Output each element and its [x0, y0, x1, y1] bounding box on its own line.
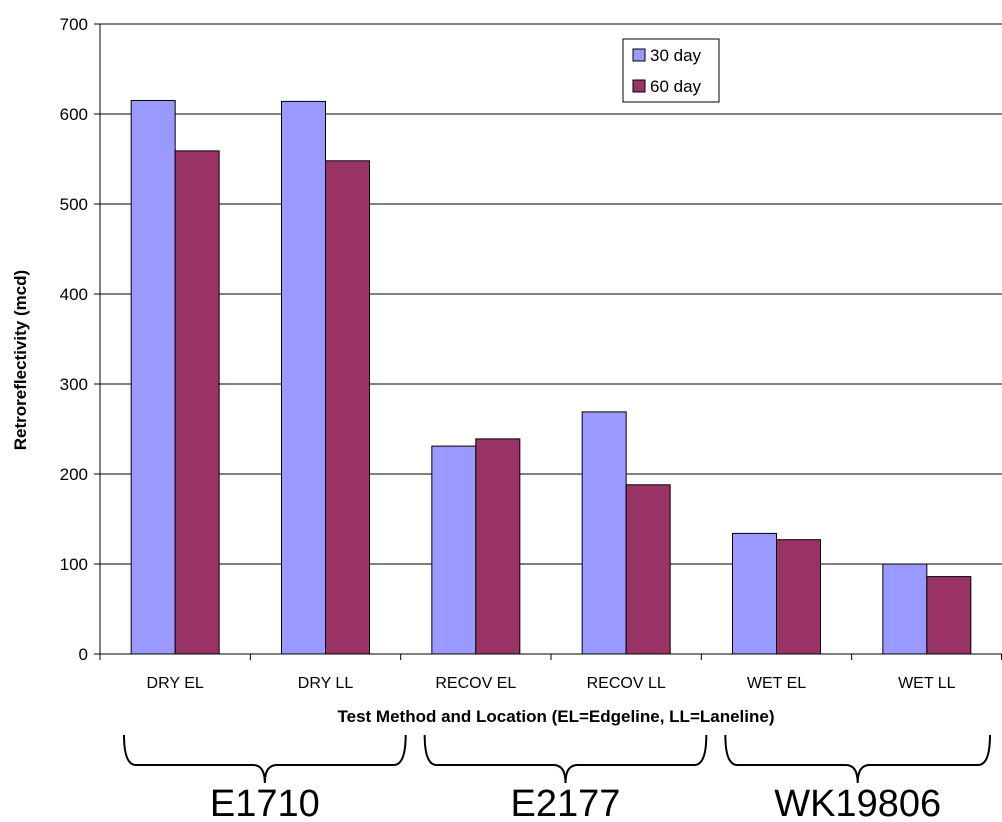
y-axis-title: Retroreflectivity (mcd) — [11, 270, 30, 450]
x-category-label: DRY LL — [298, 675, 354, 692]
y-tick-label: 500 — [60, 195, 88, 214]
y-tick-label: 400 — [60, 285, 88, 304]
bar-30-day-recov-ll — [581, 411, 627, 655]
legend-swatch-30-day — [632, 48, 646, 62]
x-category-label: RECOV LL — [587, 675, 666, 692]
group-label: WK19806 — [774, 783, 941, 822]
y-tick-label: 300 — [60, 375, 88, 394]
bar-30-day-dry-ll — [281, 100, 326, 655]
y-tick-label: 200 — [60, 465, 88, 484]
bar-60-day-recov-el — [475, 438, 521, 655]
x-category-label: WET EL — [747, 675, 806, 692]
x-axis-title: Test Method and Location (EL=Edgeline, L… — [338, 707, 775, 726]
y-tick-label: 600 — [60, 105, 88, 124]
x-category-label: WET LL — [898, 675, 956, 692]
y-tick-label: 0 — [79, 645, 88, 664]
y-tick-label: 700 — [60, 15, 88, 34]
group-brace — [123, 734, 407, 784]
legend: 30 day 60 day — [622, 38, 720, 103]
group-label: E2177 — [511, 783, 621, 822]
bar-60-day-dry-ll — [325, 160, 370, 655]
legend-swatch-60-day — [632, 79, 646, 93]
bar-60-day-wet-ll — [926, 576, 972, 655]
y-tick-label: 100 — [60, 555, 88, 574]
x-category-label: DRY EL — [147, 675, 204, 692]
axes — [99, 24, 1002, 660]
group-brace — [724, 734, 991, 784]
group-brace — [423, 734, 708, 784]
bar-30-day-wet-el — [732, 532, 777, 655]
group-label: E1710 — [210, 783, 320, 822]
gridlines — [94, 23, 1002, 655]
bar-60-day-wet-el — [776, 539, 821, 655]
x-category-label: RECOV EL — [435, 675, 516, 692]
legend-label-30-day: 30 day — [650, 46, 702, 65]
bar-30-day-wet-ll — [882, 563, 928, 655]
y-tick-labels: 0 100 200 300 400 500 600 700 — [60, 15, 88, 664]
group-brackets: E1710 E2177 WK19806 — [123, 734, 991, 822]
bar-30-day-dry-el — [130, 100, 176, 655]
legend-label-60-day: 60 day — [650, 77, 702, 96]
x-category-labels: DRY EL DRY LL RECOV EL RECOV LL WET EL WET LL — [147, 675, 956, 692]
bars — [130, 100, 972, 655]
bar-30-day-recov-el — [431, 445, 477, 655]
bar-60-day-recov-ll — [625, 484, 671, 655]
bar-60-day-dry-el — [174, 150, 220, 655]
